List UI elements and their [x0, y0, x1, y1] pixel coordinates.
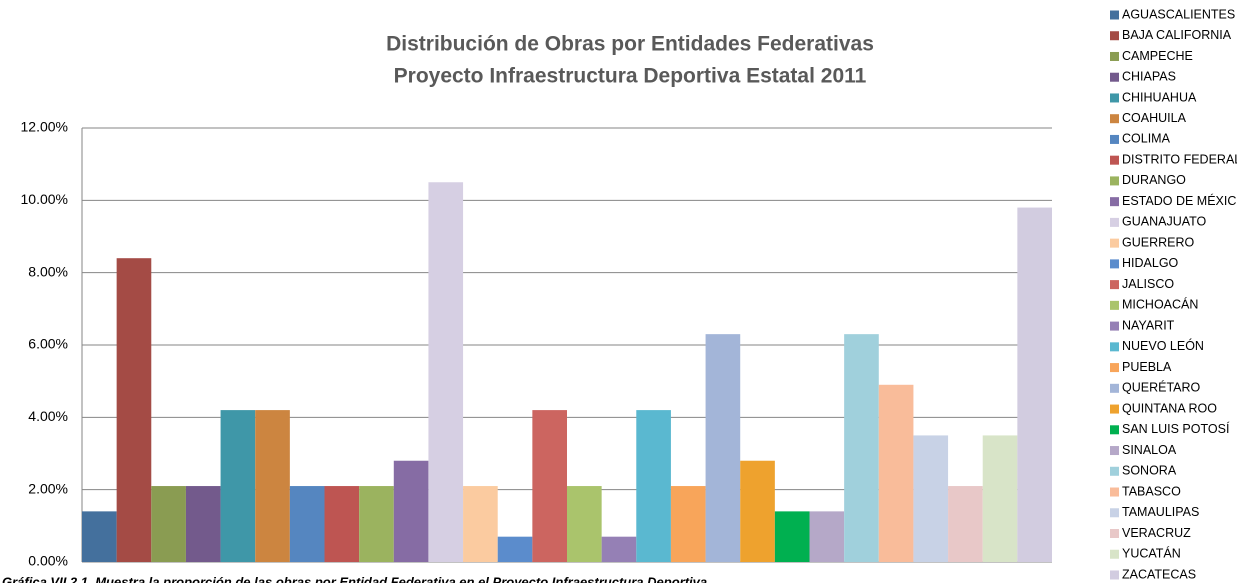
- legend-swatch: [1110, 529, 1119, 538]
- legend-swatch: [1110, 549, 1119, 559]
- y-tick-label: 4.00%: [28, 408, 68, 424]
- bar: [774, 511, 810, 562]
- legend-label: AGUASCALIENTES: [1122, 7, 1235, 21]
- legend-swatch: [1110, 93, 1119, 103]
- legend-swatch: [1110, 155, 1119, 165]
- legend-label: QUINTANA ROO: [1122, 401, 1217, 415]
- legend-swatch: [1110, 176, 1119, 186]
- bar: [255, 410, 290, 562]
- legend-label: GUANAJUATO: [1122, 215, 1207, 229]
- legend-label: BAJA CALIFORNIA: [1122, 28, 1232, 42]
- legend-label: NUEVO LEÓN: [1122, 338, 1204, 353]
- bar: [463, 486, 498, 562]
- bar: [844, 334, 879, 562]
- legend-swatch: [1110, 300, 1119, 310]
- legend-swatch: [1110, 404, 1119, 414]
- legend-label: SAN LUIS POTOSÍ: [1122, 421, 1230, 436]
- legend-label: QUERÉTARO: [1122, 380, 1201, 395]
- legend-label: COAHUILA: [1122, 111, 1187, 125]
- legend-label: DURANGO: [1122, 173, 1186, 187]
- legend-swatch: [1110, 72, 1119, 82]
- legend-swatch: [1110, 446, 1119, 456]
- legend-label: SONORA: [1122, 464, 1177, 478]
- bar: [220, 410, 256, 562]
- bar: [982, 435, 1018, 562]
- bar: [393, 460, 429, 562]
- legend-label: ZACATECAS: [1122, 567, 1196, 581]
- legend-swatch: [1110, 51, 1119, 61]
- legend-swatch: [1110, 342, 1119, 352]
- legend-swatch: [1110, 570, 1119, 580]
- bar: [636, 410, 671, 562]
- legend-swatch: [1110, 31, 1119, 41]
- legend-label: TABASCO: [1122, 484, 1181, 498]
- legend-swatch: [1110, 508, 1119, 518]
- y-tick-label: 0.00%: [28, 553, 68, 569]
- legend-label: VERACRUZ: [1122, 526, 1191, 540]
- legend-swatch: [1110, 466, 1119, 476]
- legend-swatch: [1110, 280, 1119, 290]
- bar: [567, 486, 602, 562]
- bar: [185, 486, 221, 562]
- legend-label: HIDALGO: [1122, 256, 1179, 270]
- legend-swatch: [1110, 487, 1119, 497]
- bar: [359, 486, 394, 562]
- bar: [532, 410, 567, 562]
- legend-label: GUERRERO: [1122, 235, 1195, 249]
- legend-swatch: [1110, 217, 1119, 227]
- caption: Gráfica VII.2.1. Muestra la proporción d…: [2, 574, 707, 583]
- legend-label: ESTADO DE MÉXICO: [1122, 193, 1237, 208]
- legend-swatch: [1110, 259, 1119, 269]
- legend-label: TAMAULIPAS: [1122, 505, 1199, 519]
- chart-title: Distribución de Obras por Entidades Fede…: [386, 33, 874, 56]
- bar: [428, 182, 464, 562]
- bar: [1017, 207, 1052, 563]
- legend-swatch: [1110, 114, 1119, 124]
- bar: [878, 384, 914, 562]
- legend-label: YUCATÁN: [1122, 546, 1181, 561]
- bar: [913, 435, 949, 562]
- legend-label: SINALOA: [1122, 443, 1177, 457]
- bar: [151, 486, 186, 562]
- bar: [948, 486, 983, 562]
- legend-swatch: [1110, 134, 1119, 144]
- y-tick-label: 10.00%: [21, 191, 68, 207]
- bar: [82, 511, 117, 562]
- legend-swatch: [1110, 363, 1119, 373]
- legend-label: COLIMA: [1122, 132, 1171, 146]
- y-tick-label: 8.00%: [28, 263, 68, 279]
- legend-swatch: [1110, 238, 1119, 248]
- legend-label: CAMPECHE: [1122, 49, 1193, 63]
- y-tick-label: 12.00%: [21, 119, 68, 135]
- legend-label: PUEBLA: [1122, 360, 1172, 374]
- legend-swatch: [1110, 321, 1119, 331]
- legend-label: JALISCO: [1122, 277, 1174, 291]
- legend-label: CHIAPAS: [1122, 70, 1176, 84]
- y-tick-label: 2.00%: [28, 480, 68, 496]
- y-tick-label: 6.00%: [28, 336, 68, 352]
- bar: [289, 486, 325, 562]
- legend-label: NAYARIT: [1122, 318, 1175, 332]
- bar: [809, 511, 845, 562]
- legend-label: DISTRITO FEDERAL: [1122, 152, 1237, 166]
- legend-label: MICHOACÁN: [1122, 297, 1198, 312]
- bar: [497, 536, 533, 562]
- bar: [670, 486, 706, 562]
- bar: [740, 460, 775, 562]
- legend-swatch: [1110, 425, 1119, 435]
- legend-swatch: [1110, 383, 1119, 393]
- bar: [705, 334, 741, 562]
- bar: [116, 258, 152, 562]
- chart-subtitle: Proyecto Infraestructura Deportiva Estat…: [394, 65, 867, 88]
- legend-swatch: [1110, 197, 1119, 207]
- bar: [324, 486, 360, 562]
- legend-label: CHIHUAHUA: [1122, 90, 1197, 104]
- legend-swatch: [1110, 10, 1119, 20]
- bar: [601, 536, 637, 562]
